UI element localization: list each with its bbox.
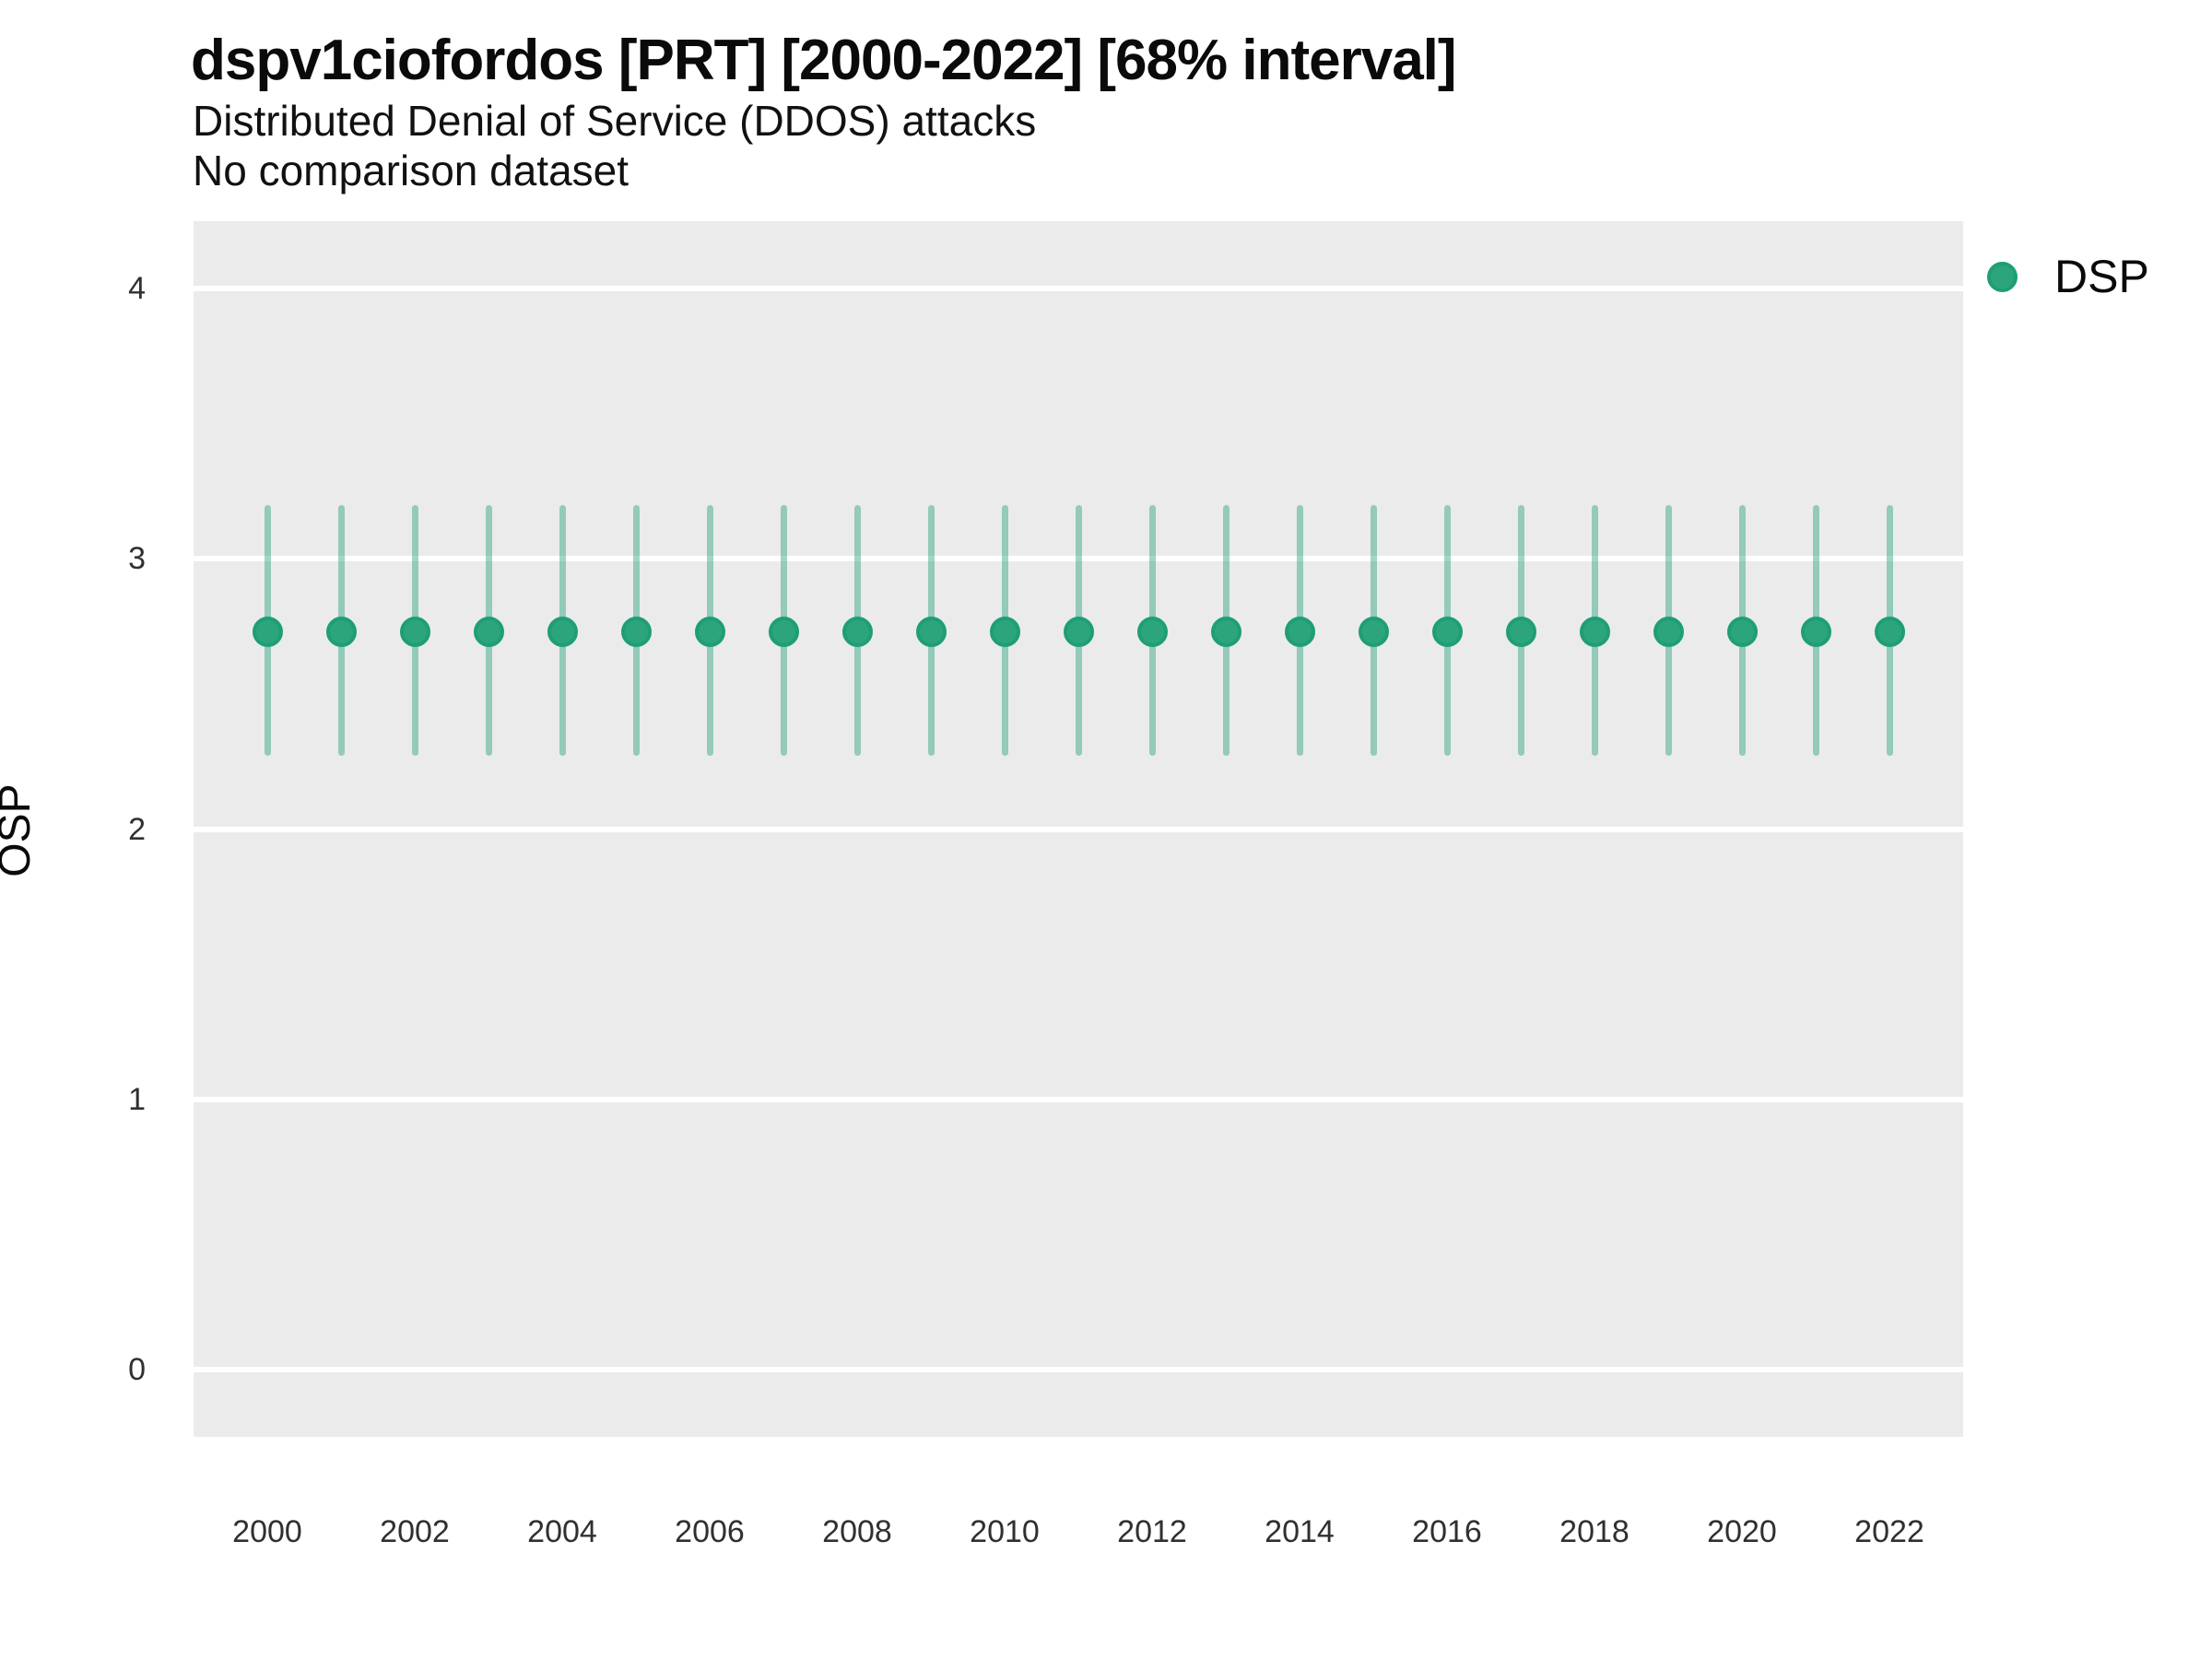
y-tick-label: 3 [128, 541, 146, 577]
x-tick-label: 2008 [822, 1514, 892, 1549]
gridline-y-0 [194, 1366, 1963, 1372]
data-point-2010 [989, 617, 1020, 648]
x-tick-label: 2004 [527, 1514, 597, 1549]
plot-panel [194, 221, 1963, 1437]
x-tick-label: 2006 [675, 1514, 745, 1549]
data-point-2009 [915, 617, 947, 648]
data-point-2021 [1800, 617, 1831, 648]
gridline-y-3 [194, 556, 1963, 562]
gridline-y-2 [194, 826, 1963, 832]
data-point-2015 [1358, 617, 1389, 648]
data-point-2002 [399, 617, 430, 648]
x-tick-label: 2012 [1117, 1514, 1187, 1549]
x-tick-label: 2022 [1854, 1514, 1924, 1549]
data-point-2022 [1874, 617, 1905, 648]
data-point-2017 [1505, 617, 1536, 648]
x-tick-label: 2018 [1559, 1514, 1630, 1549]
chart-subtitle: Distributed Denial of Service (DDOS) att… [193, 97, 1037, 145]
data-point-2014 [1284, 617, 1315, 648]
y-tick-label: 4 [128, 271, 146, 307]
data-point-2011 [1063, 617, 1094, 648]
legend-swatch-dsp [1987, 261, 2018, 292]
data-point-2007 [768, 617, 799, 648]
data-point-2000 [252, 617, 283, 648]
x-tick-label: 2014 [1265, 1514, 1335, 1549]
gridline-y-4 [194, 286, 1963, 292]
x-tick-label: 2016 [1412, 1514, 1482, 1549]
x-tick-label: 2010 [970, 1514, 1040, 1549]
x-tick-label: 2000 [232, 1514, 302, 1549]
chart-note: No comparison dataset [193, 147, 629, 194]
data-point-2005 [620, 617, 652, 648]
data-point-2018 [1579, 617, 1610, 648]
y-tick-label: 2 [128, 811, 146, 847]
data-point-2008 [841, 617, 873, 648]
data-point-2006 [694, 617, 725, 648]
data-point-2013 [1210, 617, 1241, 648]
x-tick-label: 2002 [380, 1514, 450, 1549]
gridline-y-1 [194, 1096, 1963, 1102]
y-tick-label: 1 [128, 1081, 146, 1117]
data-point-2020 [1726, 617, 1758, 648]
x-tick-label: 2020 [1707, 1514, 1777, 1549]
y-tick-label: 0 [128, 1351, 146, 1387]
data-point-2004 [547, 617, 578, 648]
data-point-2003 [473, 617, 504, 648]
chart-title: dspv1ciofordos [PRT] [2000-2022] [68% in… [191, 29, 1457, 92]
legend-label-dsp: DSP [2054, 251, 2149, 302]
data-point-2019 [1653, 617, 1684, 648]
data-point-2016 [1431, 617, 1463, 648]
data-point-2012 [1136, 617, 1168, 648]
legend: DSP [1987, 251, 2149, 302]
data-point-2001 [325, 617, 357, 648]
